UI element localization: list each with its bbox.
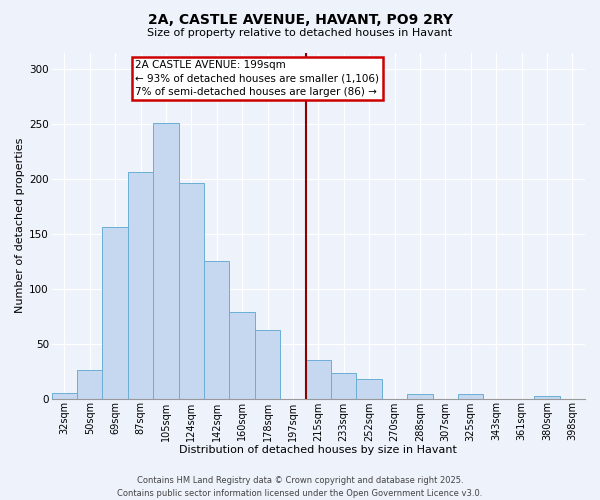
Bar	[534, 396, 560, 398]
Bar	[77, 370, 103, 398]
Bar	[153, 123, 179, 398]
Text: Size of property relative to detached houses in Havant: Size of property relative to detached ho…	[148, 28, 452, 38]
Bar	[407, 394, 433, 398]
Bar	[229, 312, 255, 398]
Bar	[52, 393, 77, 398]
Bar	[356, 379, 382, 398]
Bar	[255, 330, 280, 398]
Bar	[103, 227, 128, 398]
Bar	[331, 374, 356, 398]
Text: 2A, CASTLE AVENUE, HAVANT, PO9 2RY: 2A, CASTLE AVENUE, HAVANT, PO9 2RY	[148, 12, 452, 26]
Text: Contains HM Land Registry data © Crown copyright and database right 2025.
Contai: Contains HM Land Registry data © Crown c…	[118, 476, 482, 498]
Y-axis label: Number of detached properties: Number of detached properties	[15, 138, 25, 313]
Bar	[305, 360, 331, 399]
Bar	[128, 172, 153, 398]
Text: 2A CASTLE AVENUE: 199sqm
← 93% of detached houses are smaller (1,106)
7% of semi: 2A CASTLE AVENUE: 199sqm ← 93% of detach…	[136, 60, 379, 96]
Bar	[204, 261, 229, 398]
X-axis label: Distribution of detached houses by size in Havant: Distribution of detached houses by size …	[179, 445, 457, 455]
Bar	[179, 183, 204, 398]
Bar	[458, 394, 484, 398]
